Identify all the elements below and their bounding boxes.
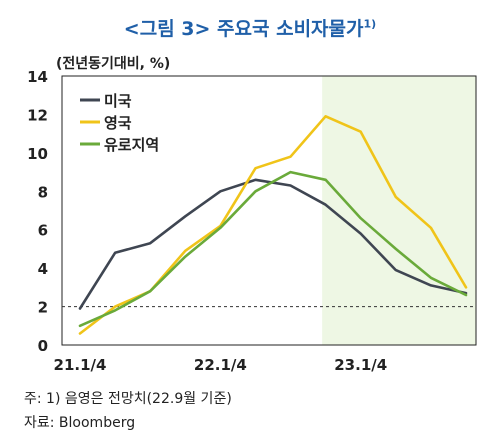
x-tick-label: 21.1/4 [54,356,107,374]
y-tick-label: 6 [38,222,48,240]
chart-title-footnote-mark: 1) [363,17,377,31]
legend-label-uk: 영국 [104,114,132,132]
y-tick-label: 0 [38,337,48,355]
x-tick-label: 22.1/4 [194,356,247,374]
y-tick-label: 8 [38,183,48,201]
footnote-note: 주: 1) 음영은 전망치(22.9월 기준) [24,391,232,407]
forecast-shade [322,76,476,345]
y-tick-label: 14 [27,68,48,86]
y-tick-label: 4 [38,260,48,278]
unit-label: (전년동기대비, %) [56,56,171,72]
series-line-eurozone [78,170,468,328]
x-tick-label: 23.1/4 [334,356,387,374]
footnote-source: 자료: Bloomberg [24,415,136,431]
y-tick-label: 2 [38,299,48,317]
plot-frame [61,75,477,346]
legend-label-eurozone: 유로지역 [104,136,159,154]
chart-title: <그림 3> 주요국 소비자물가1) [0,14,500,41]
y-tick-label: 12 [27,106,48,124]
legend-label-us: 미국 [104,92,132,110]
chart-title-text: <그림 3> 주요국 소비자물가 [123,18,364,40]
y-tick-label: 10 [27,145,48,163]
